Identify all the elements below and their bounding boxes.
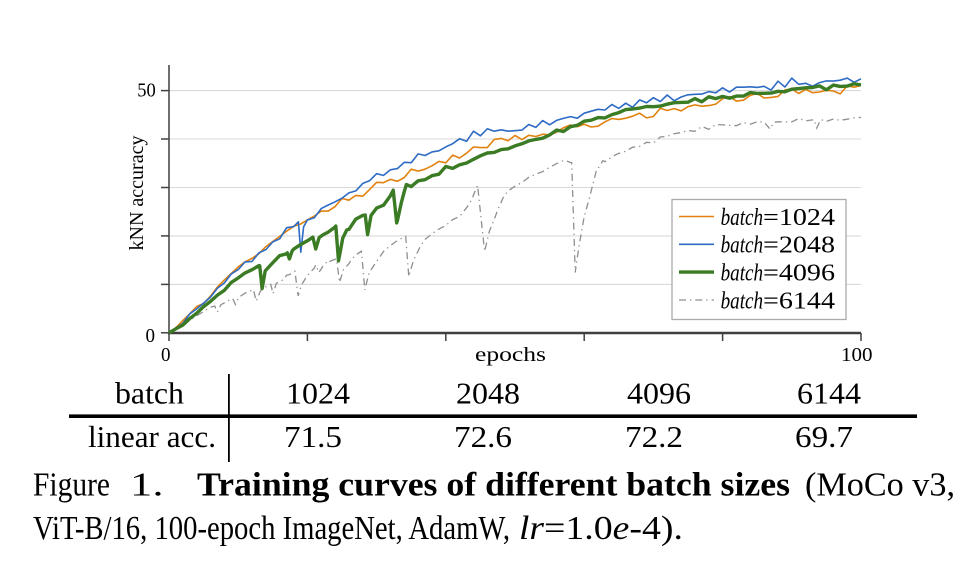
svg-text:2048: 2048 [456,376,520,411]
svg-text:batch=2048: batch=2048 [721,232,835,259]
svg-text:50: 50 [137,80,156,102]
svg-text:batch=1024: batch=1024 [721,204,835,231]
svg-text:batch: batch [115,376,185,411]
svg-text:100: 100 [841,344,873,366]
svg-text:72.6: 72.6 [454,419,512,454]
svg-text:4096: 4096 [627,376,691,411]
svg-text:epochs: epochs [475,344,546,366]
svg-text:0: 0 [146,325,156,347]
svg-text:1024: 1024 [286,376,351,411]
svg-text:6144: 6144 [797,376,862,411]
svg-text:linear acc.: linear acc. [88,419,216,454]
svg-text:71.5: 71.5 [284,419,342,454]
svg-text:batch=6144: batch=6144 [721,287,835,314]
svg-text:69.7: 69.7 [795,419,853,454]
svg-text:72.2: 72.2 [625,419,683,454]
svg-text:kNN accuracy: kNN accuracy [126,136,148,251]
svg-text:0: 0 [161,344,171,366]
svg-text:batch=4096: batch=4096 [721,259,835,286]
svg-text:ViT-B/16, 100-epoch ImageNet,: ViT-B/16, 100-epoch ImageNet, AdamW, lr=1… [33,510,683,547]
